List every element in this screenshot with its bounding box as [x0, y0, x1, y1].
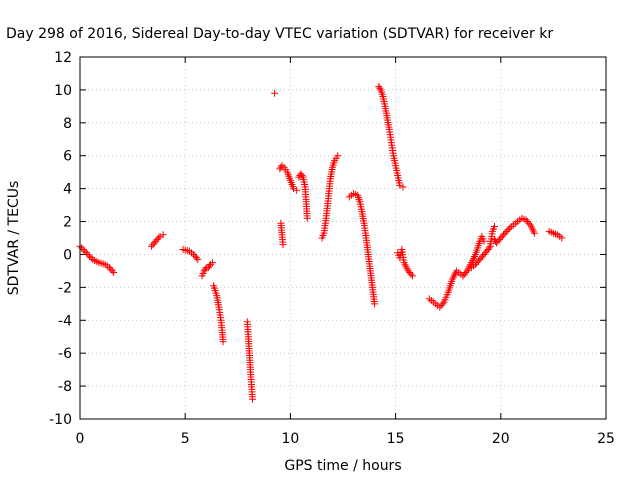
x-tick-label: 25 — [597, 431, 615, 447]
data-point — [408, 272, 416, 280]
y-tick-label: 6 — [63, 149, 72, 165]
data-point — [82, 249, 90, 257]
data-point — [303, 214, 311, 222]
y-tick-label: 0 — [63, 247, 72, 263]
x-tick-label: 20 — [492, 431, 510, 447]
data-point — [219, 338, 227, 346]
y-tick-label: 2 — [63, 215, 72, 231]
data-point — [500, 231, 508, 239]
data-point — [506, 224, 514, 232]
x-axis-label: GPS time / hours — [284, 458, 401, 474]
data-point — [279, 241, 287, 249]
y-tick-label: -8 — [58, 379, 72, 395]
data-point — [78, 244, 86, 252]
y-tick-label: 12 — [54, 50, 72, 66]
data-point — [290, 185, 298, 193]
data-point — [81, 247, 89, 255]
data-point — [192, 254, 200, 262]
data-point — [79, 246, 87, 254]
x-tick-label: 10 — [281, 431, 299, 447]
data-point — [439, 300, 447, 308]
data-point — [194, 255, 202, 263]
x-tick-label: 15 — [387, 431, 405, 447]
data-point — [110, 269, 118, 277]
data-point — [462, 269, 470, 277]
data-point — [293, 186, 301, 194]
data-point — [108, 267, 116, 275]
data-point — [376, 84, 384, 92]
data-points — [76, 83, 566, 403]
data-point — [530, 229, 538, 237]
data-point — [490, 222, 498, 230]
y-tick-label: 4 — [63, 182, 72, 198]
data-point — [504, 226, 512, 234]
data-point — [371, 300, 379, 308]
data-point — [525, 219, 533, 227]
data-point — [399, 183, 407, 191]
data-point — [155, 234, 163, 242]
data-point — [249, 395, 257, 403]
data-point — [205, 262, 213, 270]
data-point — [159, 231, 167, 239]
y-axis-label: SDTVAR / TECUs — [6, 181, 22, 296]
y-tick-label: -2 — [58, 280, 72, 296]
data-point — [84, 250, 92, 258]
x-tick-label: 0 — [76, 431, 85, 447]
data-point — [503, 227, 511, 235]
axis-ticks: -10 -8 -6 -4 -2 0 2 4 6 8 10 12 0 5 10 15 20 25 — [49, 50, 615, 447]
data-point — [334, 152, 342, 160]
data-point — [87, 254, 95, 262]
data-point — [396, 181, 404, 189]
data-point — [407, 270, 415, 278]
data-point — [156, 232, 164, 240]
data-point — [501, 229, 509, 237]
chart-title: Day 298 of 2016, Sidereal Day-to-day VTE… — [6, 26, 553, 42]
plot-frame — [79, 56, 607, 420]
data-point — [271, 89, 279, 97]
data-point — [558, 234, 566, 242]
y-tick-label: -10 — [49, 412, 72, 428]
data-point — [209, 259, 217, 267]
data-point — [485, 244, 493, 252]
x-tick-label: 5 — [181, 431, 190, 447]
y-tick-label: 10 — [54, 83, 72, 99]
data-point — [85, 252, 93, 260]
data-point — [480, 237, 488, 245]
y-tick-label: -6 — [58, 346, 72, 362]
y-tick-label: -4 — [58, 313, 72, 329]
y-tick-label: 8 — [63, 116, 72, 132]
data-point — [201, 265, 209, 273]
data-point — [298, 171, 306, 179]
